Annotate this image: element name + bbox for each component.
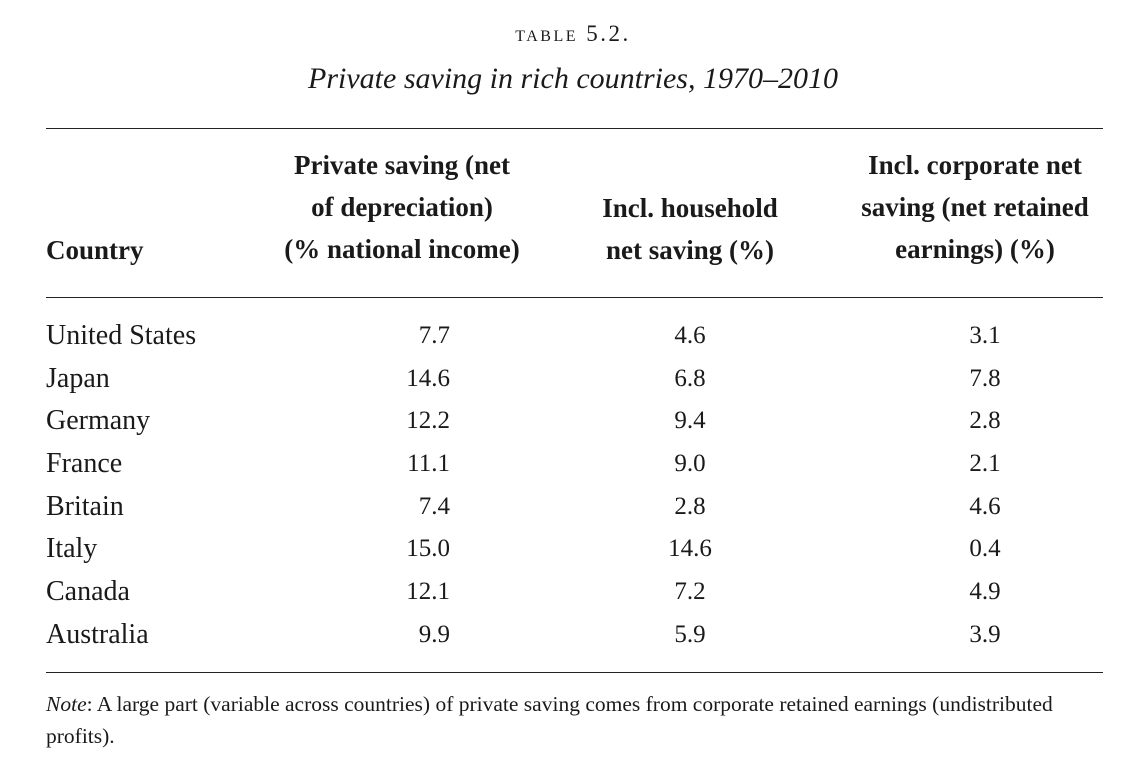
cell-country: Germany bbox=[46, 405, 151, 437]
cell-country: Japan bbox=[46, 362, 110, 394]
cell-household-saving: 4.6 bbox=[674, 322, 706, 349]
header-private-saving: Private saving (net of depreciation) (% … bbox=[262, 144, 542, 270]
header-country-label: Country bbox=[46, 235, 144, 265]
cell-country: France bbox=[46, 448, 123, 480]
header-private-line-1: Private saving (net bbox=[294, 150, 510, 180]
cell-corporate-saving: 3.1 bbox=[969, 322, 1001, 349]
cell-private-saving: 9.9 bbox=[418, 620, 450, 648]
note-text: : A large part (variable across countrie… bbox=[46, 692, 1053, 748]
header-country: Country bbox=[46, 229, 144, 271]
cell-household-saving: 5.9 bbox=[674, 620, 706, 648]
cell-corporate-saving: 2.8 bbox=[969, 407, 1001, 435]
bottom-rule bbox=[46, 672, 1103, 673]
table-row: Canada 12.1 7.2 4.9 bbox=[0, 571, 1146, 614]
cell-household-saving: 7.2 bbox=[674, 578, 706, 606]
header-corporate-line-1: Incl. corporate net bbox=[868, 150, 1082, 180]
cell-household-saving: 9.4 bbox=[674, 407, 706, 435]
cell-household-saving: 2.8 bbox=[674, 492, 706, 520]
cell-country: Italy bbox=[46, 533, 98, 565]
cell-private-saving: 15.0 bbox=[406, 535, 450, 563]
header-household-line-2: net saving (%) bbox=[606, 235, 774, 265]
cell-private-saving: 7.7 bbox=[418, 322, 450, 349]
header-corporate-saving: Incl. corporate net saving (net retained… bbox=[830, 144, 1120, 270]
header-household-saving: Incl. household net saving (%) bbox=[575, 187, 805, 271]
cell-corporate-saving: 0.4 bbox=[969, 535, 1001, 563]
cell-corporate-saving: 4.9 bbox=[969, 578, 1001, 606]
table-note: Note: A large part (variable across coun… bbox=[46, 688, 1106, 752]
header-corporate-line-3: earnings) (%) bbox=[895, 234, 1055, 264]
cell-country: United States bbox=[46, 320, 197, 351]
cell-private-saving: 11.1 bbox=[407, 450, 450, 478]
header-private-line-2: of depreciation) bbox=[311, 192, 493, 222]
table-row: Italy 15.0 14.6 0.4 bbox=[0, 528, 1146, 571]
cell-corporate-saving: 4.6 bbox=[969, 492, 1001, 520]
cell-country: Britain bbox=[46, 490, 124, 522]
top-rule bbox=[46, 128, 1103, 129]
cell-private-saving: 7.4 bbox=[418, 492, 450, 520]
table-row: United States 7.7 4.6 3.1 bbox=[0, 315, 1146, 358]
table-row: Australia 9.9 5.9 3.9 bbox=[0, 614, 1146, 657]
cell-private-saving: 14.6 bbox=[406, 364, 450, 392]
cell-private-saving: 12.2 bbox=[406, 407, 450, 435]
cell-country: Canada bbox=[46, 576, 130, 608]
header-rule bbox=[46, 297, 1103, 298]
cell-corporate-saving: 3.9 bbox=[969, 620, 1001, 648]
cell-corporate-saving: 2.1 bbox=[969, 450, 1001, 478]
header-private-line-3: (% national income) bbox=[284, 234, 520, 264]
cell-private-saving: 12.1 bbox=[406, 578, 450, 606]
cell-country: Australia bbox=[46, 618, 149, 650]
table-body: United States 7.7 4.6 3.1 Japan 14.6 6.8… bbox=[0, 315, 1146, 657]
note-label: Note bbox=[46, 692, 87, 716]
table-row: Japan 14.6 6.8 7.8 bbox=[0, 358, 1146, 401]
table-row: Britain 7.4 2.8 4.6 bbox=[0, 486, 1146, 529]
table-row: Germany 12.2 9.4 2.8 bbox=[0, 400, 1146, 443]
cell-household-saving: 9.0 bbox=[674, 450, 706, 478]
table-title: Private saving in rich countries, 1970–2… bbox=[308, 62, 838, 95]
cell-household-saving: 14.6 bbox=[668, 535, 712, 563]
table-row: France 11.1 9.0 2.1 bbox=[0, 443, 1146, 486]
cell-corporate-saving: 7.8 bbox=[969, 364, 1001, 392]
header-household-line-1: Incl. household bbox=[602, 193, 778, 223]
cell-household-saving: 6.8 bbox=[674, 364, 706, 392]
table-label: TABLE 5.2. bbox=[515, 21, 631, 46]
header-corporate-line-2: saving (net retained bbox=[861, 192, 1089, 222]
